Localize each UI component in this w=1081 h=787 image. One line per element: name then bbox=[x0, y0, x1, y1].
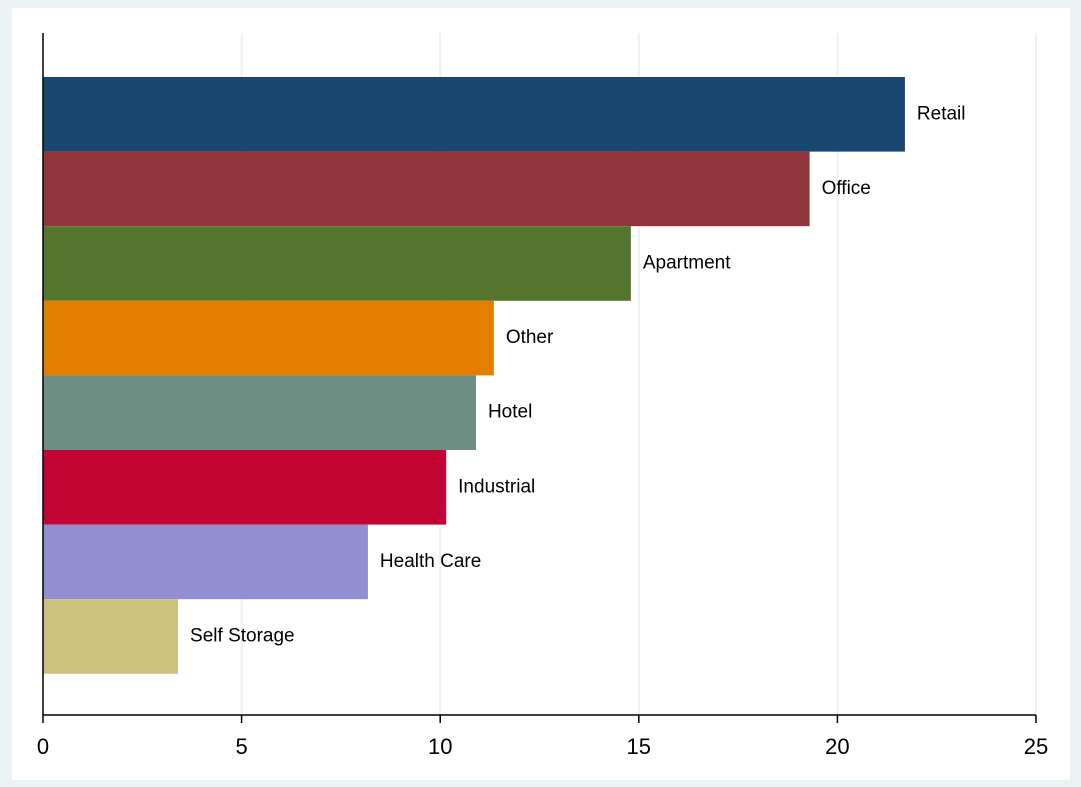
bar bbox=[43, 524, 368, 600]
bar-label: Health Care bbox=[380, 551, 481, 572]
bar bbox=[43, 226, 631, 301]
x-tick-label: 0 bbox=[37, 734, 49, 759]
bar bbox=[43, 300, 494, 376]
bar-label: Other bbox=[506, 327, 554, 348]
x-tick-label: 20 bbox=[825, 734, 849, 759]
bar-label: Office bbox=[822, 178, 871, 199]
x-tick-label: 10 bbox=[428, 734, 452, 759]
bar-label: Retail bbox=[917, 103, 966, 124]
bar bbox=[43, 375, 476, 450]
bar bbox=[43, 599, 179, 674]
bar-label: Industrial bbox=[458, 476, 535, 497]
bar-label: Hotel bbox=[488, 402, 532, 423]
x-tick-label: 25 bbox=[1024, 734, 1048, 759]
bar bbox=[43, 77, 905, 152]
bar-label: Self Storage bbox=[190, 626, 295, 647]
x-tick-label: 5 bbox=[235, 734, 247, 759]
x-tick-label: 15 bbox=[627, 734, 651, 759]
bar-label: Apartment bbox=[643, 253, 731, 274]
bar bbox=[43, 450, 447, 525]
bar bbox=[43, 151, 810, 227]
